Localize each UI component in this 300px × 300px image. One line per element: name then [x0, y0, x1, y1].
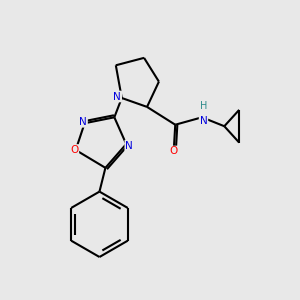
Text: N: N [125, 140, 133, 151]
Text: O: O [170, 146, 178, 157]
Text: O: O [70, 145, 78, 155]
Text: N: N [200, 116, 207, 126]
Text: N: N [113, 92, 121, 101]
Text: H: H [200, 101, 207, 111]
Text: N: N [79, 117, 87, 127]
